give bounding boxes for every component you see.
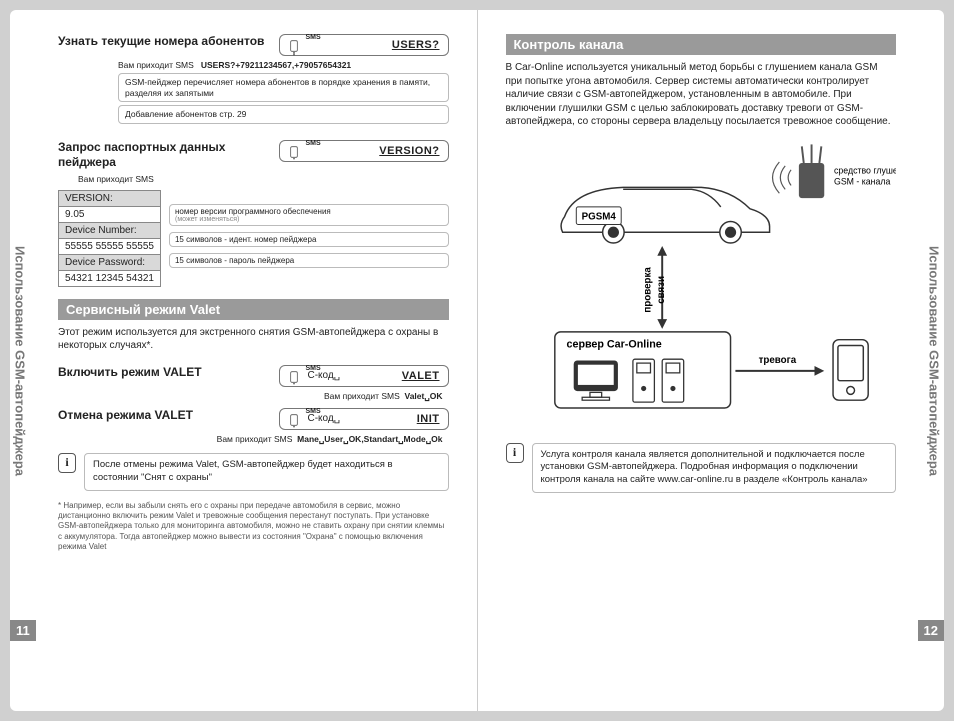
channel-body: В Car-Online используется уникальный мет… [506,61,897,129]
check-label-2: связи [656,275,667,303]
server-tower-icon [632,359,653,402]
version-reply-label: Вам приходит SMS [78,174,449,184]
jammer-label-2: GSM - канала [834,176,890,186]
valet-info-row: i После отмены режима Valet, GSM-автопей… [58,453,449,491]
server-label: сервер Car-Online [566,338,661,350]
cell: VERSION: [59,191,160,207]
note-sub: (может изменяться) [175,216,443,223]
info-icon: i [58,453,76,473]
jammer-waves-icon [772,161,791,192]
tap-icon [286,413,302,431]
sms-tag: SMS [306,365,321,372]
version-row: Запрос паспортных данных пейджера SMS VE… [58,140,449,170]
tap-icon [286,370,302,388]
cell: Device Password: [59,255,160,271]
note: номер версии программного обеспечения (м… [169,204,449,226]
users-reply-value: USERS?+79211234567,+79057654321 [201,60,351,70]
valet-on-resp: Вам приходит SMS Valet␣OK [58,391,443,402]
version-cells: VERSION: 9.05 Device Number: 55555 55555… [58,190,161,287]
tap-icon [286,145,302,163]
server-tower-icon [662,359,683,402]
tap-icon [286,39,302,57]
cell: 55555 55555 55555 [59,239,160,255]
version-title: Запрос паспортных данных пейджера [58,140,269,170]
page-spread: Использование GSM-автопейджера 11 Узнать… [10,10,944,711]
valet-on-title: Включить режим VALET [58,365,269,380]
resp-val: Mane␣User␣OK,Standart␣Mode␣Ok [297,434,442,444]
resp-label: Вам приходит SMS [217,434,293,444]
valet-info-text: После отмены режима Valet, GSM-автопейдж… [84,453,449,491]
users-command-box: SMS USERS? [279,34,449,56]
right-margin: Использование GSM-автопейджера [924,10,944,711]
note: 15 символов - идент. номер пейджера [169,232,449,247]
sms-tag: SMS [306,140,321,147]
diagram-svg: PGSM4 проверка связи сервер Car-Online [506,135,897,435]
check-label-1: проверка [642,266,653,312]
valet-off-row: Отмена режима VALET SMS С-код␣ INIT [58,408,449,430]
sms-tag: SMS [306,408,321,415]
pager-label: PGSM4 [581,211,616,222]
valet-off-resp: Вам приходит SMS Mane␣User␣OK,Standart␣M… [58,434,443,445]
jammer-label-1: средство глушения [834,165,896,175]
note-main: номер версии программного обеспечения [175,207,331,216]
phone-icon [833,339,868,400]
users-reply: Вам приходит SMS USERS?+79211234567,+790… [118,60,449,70]
page-number-left: 11 [10,620,36,641]
version-command: VERSION? [379,145,439,157]
valet-on-left: С-код␣ [308,370,341,381]
info-icon: i [506,443,524,463]
monitor-icon [574,361,617,400]
cell: 54321 12345 54321 [59,271,160,286]
users-command: USERS? [392,39,440,51]
users-title: Узнать текущие номера абонентов [58,34,269,49]
version-notes: номер версии программного обеспечения (м… [169,190,449,287]
channel-info-row: i Услуга контроля канала является дополн… [506,443,897,493]
valet-footnote: * Например, если вы забыли снять его с о… [58,501,449,553]
valet-off-cmd: INIT [417,413,440,425]
side-label-right: Использование GSM-автопейджера [927,245,942,475]
alarm-arrowhead [814,366,824,376]
resp-val: Valet␣OK [405,391,443,401]
users-note1: GSM-пейджер перечисляет номера абонентов… [118,73,449,102]
page-12: 12 Контроль канала В Car-Online использу… [478,10,925,711]
alarm-label: тревога [758,355,796,366]
valet-body: Этот режим используется для экстренного … [58,326,449,353]
users-note2: Добавление абонентов стр. 29 [118,105,449,124]
version-command-box: SMS VERSION? [279,140,449,162]
version-grid: VERSION: 9.05 Device Number: 55555 55555… [58,190,449,287]
channel-diagram: PGSM4 проверка связи сервер Car-Online [506,135,897,435]
valet-on-cmd: VALET [402,370,440,382]
valet-off-title: Отмена режима VALET [58,408,269,423]
jammer-icon [798,144,823,198]
sms-tag: SMS [306,34,321,41]
valet-section-bar: Сервисный режим Valet [58,299,449,320]
side-label-left: Использование GSM-автопейджера [13,245,28,475]
valet-off-left: С-код␣ [308,413,341,424]
users-reply-label: Вам приходит SMS [118,60,194,70]
note: 15 символов - пароль пейджера [169,253,449,268]
cell: Device Number: [59,223,160,239]
channel-info-text: Услуга контроля канала является дополнит… [532,443,897,493]
left-margin: Использование GSM-автопейджера [10,10,30,711]
valet-off-box: SMS С-код␣ INIT [279,408,449,430]
valet-on-row: Включить режим VALET SMS С-код␣ VALET [58,365,449,387]
users-row: Узнать текущие номера абонентов SMS USER… [58,34,449,56]
resp-label: Вам приходит SMS [324,391,400,401]
cell: 9.05 [59,207,160,223]
channel-section-bar: Контроль канала [506,34,897,55]
valet-on-box: SMS С-код␣ VALET [279,365,449,387]
page-11: 11 Узнать текущие номера абонентов SMS U… [30,10,478,711]
